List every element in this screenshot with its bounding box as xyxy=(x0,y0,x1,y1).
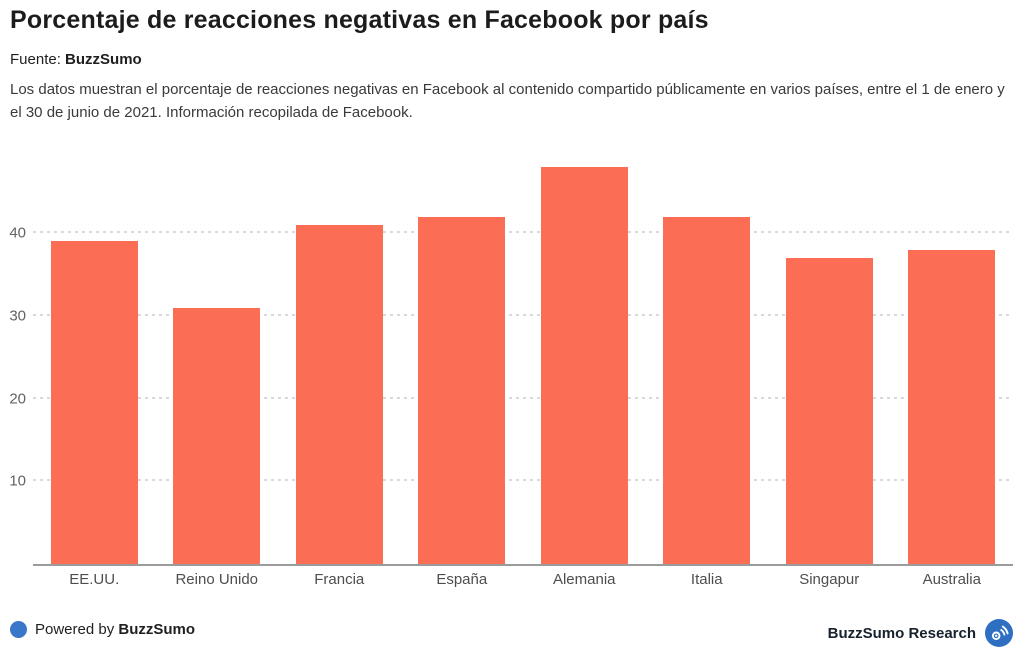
powered-by-link[interactable]: Powered by BuzzSumo xyxy=(10,621,195,638)
bar-italia[interactable] xyxy=(663,216,751,564)
x-axis-line xyxy=(33,564,1013,566)
gridline-10 xyxy=(33,479,1013,482)
x-label-singapur: Singapur xyxy=(799,571,860,588)
bar-slot xyxy=(156,150,279,564)
blue-dot-icon xyxy=(10,621,27,638)
bar-slot xyxy=(646,150,769,564)
bar-australia[interactable] xyxy=(908,249,996,564)
buzzsumo-research-link[interactable]: BuzzSumo Research xyxy=(828,619,1013,647)
x-label-reino-unido: Reino Unido xyxy=(175,571,259,588)
gridline-30 xyxy=(33,313,1013,316)
x-label-francia: Francia xyxy=(314,571,365,588)
x-axis-labels: EE.UU. Reino Unido Francia España Alemania It… xyxy=(33,571,1013,588)
source-label: Fuente: xyxy=(10,51,61,68)
y-tick-40: 40 xyxy=(9,224,26,242)
x-label-italia: Italia xyxy=(690,571,723,588)
bar-espa-a[interactable] xyxy=(418,216,506,564)
y-tick-10: 10 xyxy=(9,472,26,490)
plot-area: 10 20 30 40 xyxy=(9,150,1013,564)
bar-slot xyxy=(891,150,1014,564)
x-label-ee-uu-: EE.UU. xyxy=(69,571,120,588)
bar-reino-unido[interactable] xyxy=(173,307,261,564)
source-name: BuzzSumo xyxy=(65,51,142,68)
bar-slot xyxy=(278,150,401,564)
research-label: BuzzSumo Research xyxy=(827,624,976,642)
bar-ee-uu-[interactable] xyxy=(50,241,138,564)
bar-chart: 10 20 30 40 EE.UU. Reino Unido Francia España A… xyxy=(0,150,1024,600)
bar-slot xyxy=(401,150,524,564)
bar-series xyxy=(33,150,1013,564)
source-line: Fuente: BuzzSumo xyxy=(10,51,142,68)
chart-description: Los datos muestran el porcentaje de reac… xyxy=(10,81,1005,121)
bar-slot xyxy=(768,150,891,564)
bar-singapur[interactable] xyxy=(785,258,873,564)
page-title: Porcentaje de reacciones negativas en Fa… xyxy=(10,6,709,34)
bar-alemania[interactable] xyxy=(540,167,628,564)
x-label-espa-a: España xyxy=(436,571,488,588)
x-label-alemania: Alemania xyxy=(552,571,616,588)
gridline-40 xyxy=(33,231,1013,234)
footer: Powered by BuzzSumo BuzzSumo Research xyxy=(0,610,1024,656)
buzzsumo-logo-icon xyxy=(985,619,1013,647)
x-label-australia: Australia xyxy=(922,571,981,588)
bar-slot xyxy=(33,150,156,564)
bar-slot xyxy=(523,150,646,564)
y-tick-20: 20 xyxy=(9,390,26,408)
y-tick-30: 30 xyxy=(9,307,26,325)
gridline-20 xyxy=(33,396,1013,399)
bar-francia[interactable] xyxy=(295,224,383,564)
powered-by-text: Powered by BuzzSumo xyxy=(35,621,196,638)
